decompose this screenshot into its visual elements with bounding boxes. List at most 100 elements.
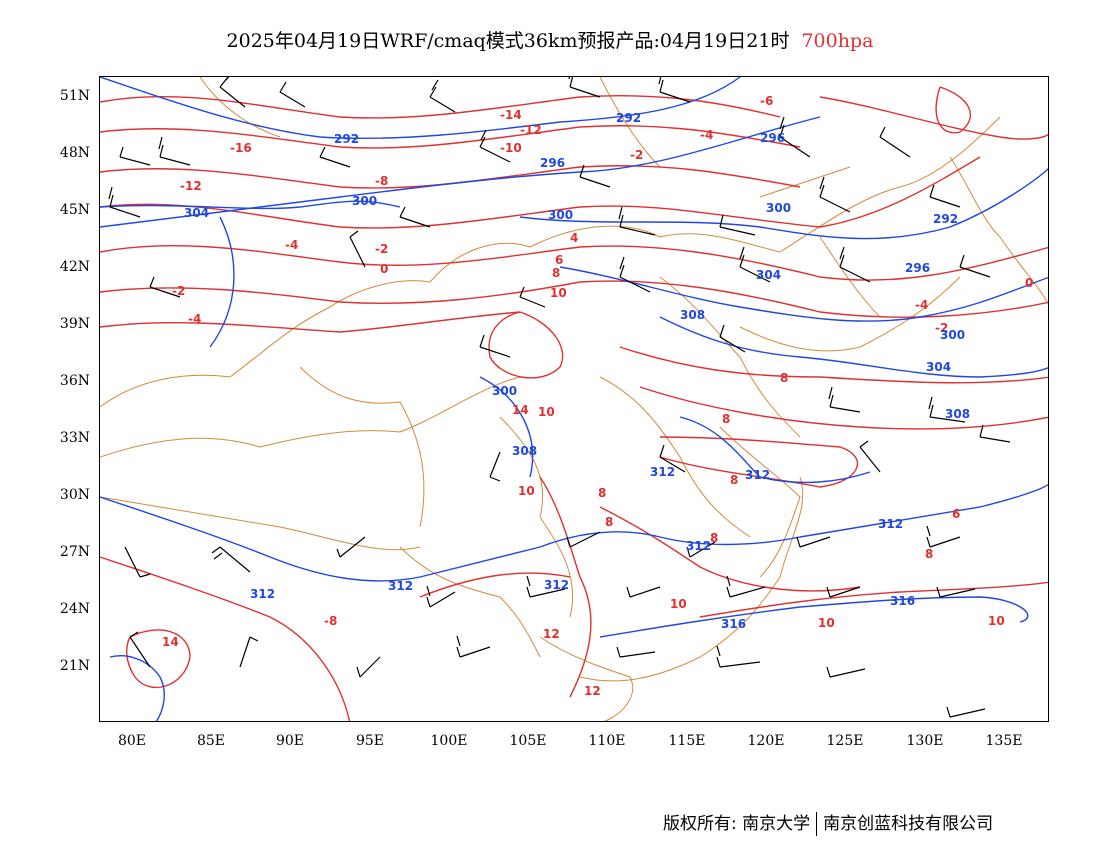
- theta-label: 308: [512, 444, 537, 458]
- theta-label: 308: [680, 308, 705, 322]
- theta-label: 300: [352, 194, 377, 208]
- lon-tick-label: 80E: [117, 733, 147, 749]
- copyright-text: 版权所有: 南京大学: [663, 814, 811, 834]
- contour-labels: -14 -12 -10 -16 -12 -8 -4 -6 -2 -4 -2 0 …: [162, 94, 1033, 698]
- lon-tick-label: 105E: [509, 733, 547, 749]
- theta-contours: [100, 77, 1048, 721]
- temp-label: 0: [380, 262, 388, 276]
- lat-tick-label: 27N: [59, 544, 90, 560]
- temp-label: 8: [710, 531, 718, 545]
- lon-tick-label: 135E: [985, 733, 1023, 749]
- lon-tick-label: 115E: [668, 733, 706, 749]
- temp-label: 8: [605, 515, 613, 529]
- temp-label: 8: [730, 473, 738, 487]
- temp-label: 8: [552, 266, 560, 280]
- theta-label: 292: [334, 132, 359, 146]
- theta-label: 312: [388, 579, 413, 593]
- temp-label: -4: [700, 128, 713, 142]
- temp-label: 10: [670, 597, 687, 611]
- temp-label: 8: [722, 412, 730, 426]
- map-panel: -14 -12 -10 -16 -12 -8 -4 -6 -2 -4 -2 0 …: [99, 76, 1049, 722]
- lon-tick-label: 100E: [430, 733, 468, 749]
- temp-label: -2: [375, 242, 388, 256]
- theta-label: 304: [926, 360, 951, 374]
- chart-title: 2025年04月19日WRF/cmaq模式36km预报产品:04月19日21时 7…: [0, 26, 1100, 53]
- temp-label: 10: [550, 286, 567, 300]
- temp-label: -2: [935, 321, 948, 335]
- temp-label: -2: [172, 284, 185, 298]
- theta-label: 312: [250, 587, 275, 601]
- temp-label: -8: [375, 174, 388, 188]
- theta-label: 312: [544, 578, 569, 592]
- theta-label: 312: [686, 539, 711, 553]
- theta-label: 312: [650, 465, 675, 479]
- lon-tick-label: 90E: [275, 733, 305, 749]
- temp-label: 14: [512, 403, 529, 417]
- lon-tick-label: 95E: [355, 733, 385, 749]
- temp-label: -12: [180, 179, 202, 193]
- theta-label: 316: [890, 594, 915, 608]
- temp-label: 8: [598, 486, 606, 500]
- temp-label: 8: [925, 547, 933, 561]
- company-name: 南京创蓝科技有限公司: [823, 814, 994, 834]
- lon-tick-label: 110E: [588, 733, 626, 749]
- lat-tick-label: 42N: [59, 259, 90, 275]
- temp-label: 6: [555, 253, 563, 267]
- theta-label: 292: [616, 111, 641, 125]
- temp-label: 8: [780, 371, 788, 385]
- temp-label: 14: [162, 635, 179, 649]
- temp-label: -4: [915, 298, 928, 312]
- temp-label: -4: [285, 238, 298, 252]
- theta-label: 296: [540, 156, 565, 170]
- theta-label: 304: [184, 206, 209, 220]
- title-text: 2025年04月19日WRF/cmaq模式36km预报产品:04月19日21时: [226, 30, 790, 52]
- boundaries: [100, 77, 1048, 721]
- temp-label: -16: [230, 141, 252, 155]
- theta-label: 312: [878, 517, 903, 531]
- theta-label: 300: [940, 328, 965, 342]
- theta-label: 304: [756, 268, 781, 282]
- temp-label: 10: [538, 405, 555, 419]
- theta-label: 316: [721, 617, 746, 631]
- temperature-contours: [100, 86, 1048, 721]
- theta-label: 300: [492, 384, 517, 398]
- theta-label: 308: [945, 407, 970, 421]
- theta-label: 296: [905, 261, 930, 275]
- temp-label: -2: [630, 148, 643, 162]
- lat-tick-label: 45N: [59, 202, 90, 218]
- lon-tick-label: 125E: [826, 733, 864, 749]
- temp-label: 10: [988, 614, 1005, 628]
- lat-tick-label: 51N: [59, 88, 90, 104]
- theta-label: 300: [766, 201, 791, 215]
- theta-label: 300: [548, 208, 573, 222]
- lat-tick-label: 21N: [59, 658, 90, 674]
- temp-label: 4: [570, 231, 578, 245]
- temp-label: 6: [952, 507, 960, 521]
- wind-barbs: [108, 77, 1011, 718]
- lat-tick-label: 24N: [59, 601, 90, 617]
- temp-label: -12: [520, 123, 542, 137]
- lon-tick-label: 120E: [747, 733, 785, 749]
- lon-tick-label: 130E: [906, 733, 944, 749]
- lat-tick-label: 30N: [59, 487, 90, 503]
- temp-label: 10: [518, 484, 535, 498]
- theta-label: 312: [745, 468, 770, 482]
- map-canvas: -14 -12 -10 -16 -12 -8 -4 -6 -2 -4 -2 0 …: [100, 77, 1048, 721]
- temp-label: -6: [760, 94, 773, 108]
- lon-tick-label: 85E: [196, 733, 226, 749]
- theta-label: 292: [933, 212, 958, 226]
- temp-label: 0: [1025, 276, 1033, 290]
- temp-label: -8: [324, 614, 337, 628]
- footer-divider: [816, 812, 818, 836]
- footer-credits: 版权所有: 南京大学 南京创蓝科技有限公司: [663, 809, 993, 836]
- temp-label: 12: [543, 627, 560, 641]
- temp-label: -10: [500, 141, 522, 155]
- lat-tick-label: 48N: [59, 145, 90, 161]
- temp-label: 12: [584, 684, 601, 698]
- lat-tick-label: 33N: [59, 430, 90, 446]
- pressure-level: 700hpa: [801, 30, 874, 52]
- lat-tick-label: 36N: [59, 373, 90, 389]
- temp-label: 10: [818, 616, 835, 630]
- temp-label: -4: [188, 312, 201, 326]
- temp-label: -14: [500, 108, 522, 122]
